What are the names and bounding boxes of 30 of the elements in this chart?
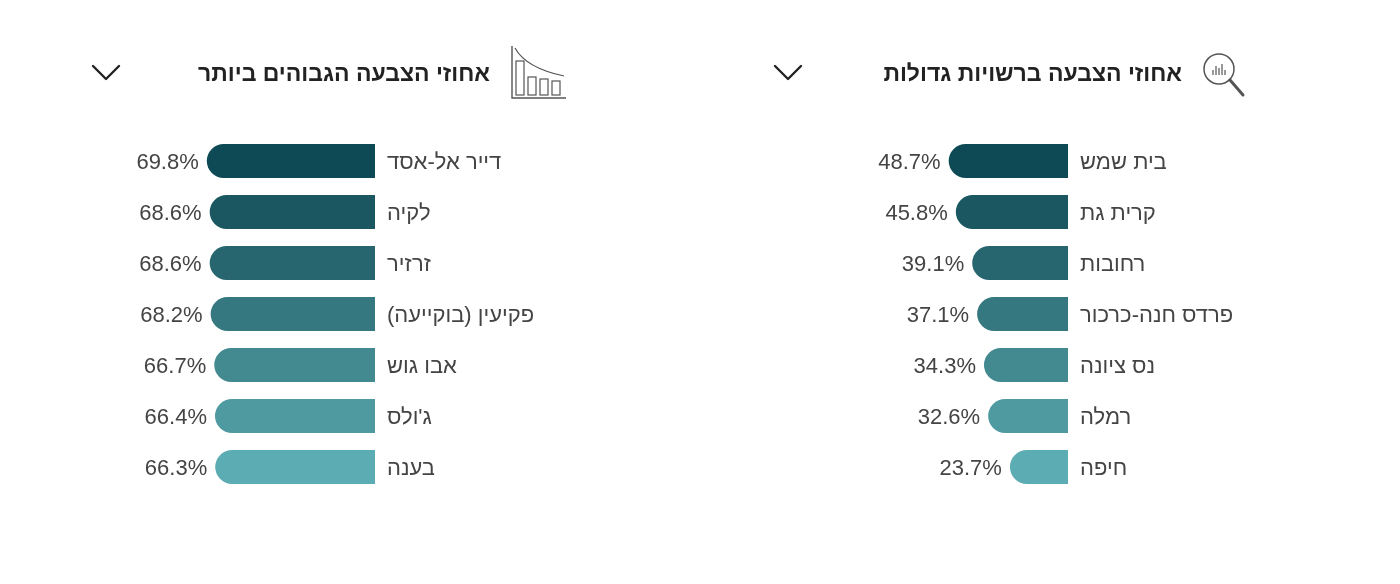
y-tick-label: רמלה xyxy=(1080,404,1132,429)
y-tick-label: פרדס חנה-כרכור xyxy=(1080,302,1234,327)
data-label: 68.2% xyxy=(140,302,203,327)
data-label: 34.3% xyxy=(913,353,976,378)
data-label: 66.3% xyxy=(144,455,208,480)
y-tick-label: ג'ולס xyxy=(387,404,432,429)
y-tick-label: אבו גוש xyxy=(387,353,458,378)
data-label: 39.1% xyxy=(901,251,965,276)
data-label: 37.1% xyxy=(906,302,970,327)
data-label: 69.8% xyxy=(136,149,199,174)
y-tick-label: בענה xyxy=(387,455,436,480)
data-label: 45.8% xyxy=(885,200,948,225)
y-tick-label: פקיעין (בוקייעה) xyxy=(387,302,535,327)
y-tick-label: בית שמש xyxy=(1080,149,1167,174)
y-tick-label: זרזיר xyxy=(387,251,431,276)
data-label: 66.7% xyxy=(143,353,207,378)
y-tick-label: רחובות xyxy=(1080,251,1146,276)
y-tick-label: לקיה xyxy=(387,200,431,225)
data-label: 66.4% xyxy=(144,404,207,429)
y-tick-label: נס ציונה xyxy=(1080,353,1156,378)
y-tick-label: חיפה xyxy=(1080,455,1128,480)
data-label: 23.7% xyxy=(939,455,1002,480)
y-tick-label: קרית גת xyxy=(1080,200,1156,225)
data-label: 68.6% xyxy=(139,200,202,225)
chart-title: אחוזי הצבעה הגבוהים ביותר xyxy=(198,60,491,86)
data-label: 68.6% xyxy=(139,251,202,276)
y-tick-label: דייר אל-אסד xyxy=(387,149,502,174)
chart-title: אחוזי הצבעה ברשויות גדולות xyxy=(883,60,1183,86)
data-label: 48.7% xyxy=(878,149,941,174)
data-label: 32.6% xyxy=(917,404,981,429)
